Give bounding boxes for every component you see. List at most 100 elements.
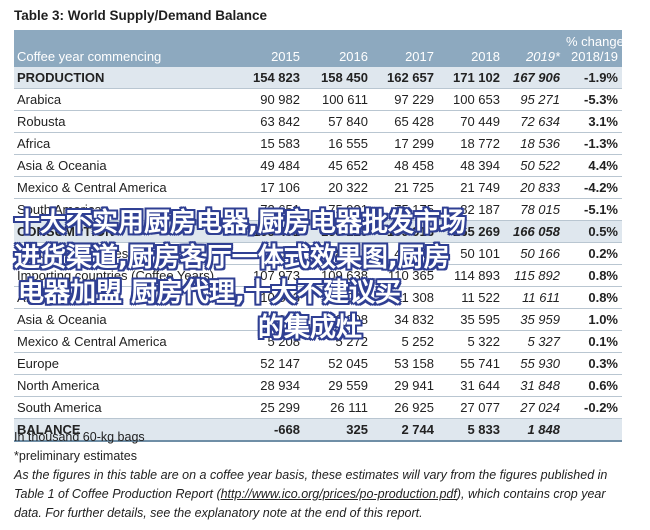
header-change-bottom: 2018/19 xyxy=(571,49,618,64)
cell-change: 0.1% xyxy=(566,330,622,353)
cell-value: 48 458 xyxy=(374,154,440,177)
cell-value: 26 111 xyxy=(306,396,374,419)
header-label: Coffee year commencing xyxy=(14,30,232,67)
cell-value: 29 941 xyxy=(374,374,440,397)
cell-value: 5 327 xyxy=(506,330,566,353)
cell-value: 55 741 xyxy=(440,352,506,375)
cell-value: 31 644 xyxy=(440,374,506,397)
cell-value: 52 147 xyxy=(232,352,306,375)
cell-value: 16 555 xyxy=(306,132,374,155)
cell-value: 48 518 xyxy=(232,242,306,265)
row-label: Asia & Oceania xyxy=(14,154,232,177)
cell-value: 50 101 xyxy=(440,242,506,265)
cell-value: 18 772 xyxy=(440,132,506,155)
cell-value: 78 015 xyxy=(506,198,566,221)
cell-value: 15 583 xyxy=(232,132,306,155)
table-row: South America 72 651 75 921 75 175 82 187 78 … xyxy=(14,198,622,221)
row-label: Exporting countries xyxy=(14,242,232,265)
cell-value: 97 229 xyxy=(374,88,440,111)
cell-change: 0.8% xyxy=(566,286,622,309)
cell-value: 5 272 xyxy=(306,330,374,353)
cell-value: 45 652 xyxy=(306,154,374,177)
table-row: Mexico & Central America 17 106 20 322 21 7… xyxy=(14,176,622,199)
cell-value: 165 269 xyxy=(440,220,506,243)
cell-value: 48 394 xyxy=(440,154,506,177)
header-year: 2018 xyxy=(440,30,506,67)
note-text: ), which contains crop year xyxy=(456,487,606,501)
cell-value: 49 548 xyxy=(374,242,440,265)
table-row: Mexico & Central America 5 208 5 272 5 252 5… xyxy=(14,330,622,353)
cell-change: 4.4% xyxy=(566,154,622,177)
explanatory-note-line-3: data. For further details, see the expla… xyxy=(14,506,423,520)
cell-value: 114 893 xyxy=(440,264,506,287)
cell-value: 49 484 xyxy=(232,154,306,177)
cell-value: 75 921 xyxy=(306,198,374,221)
report-link[interactable]: http://www.ico.org/prices/po-production.… xyxy=(220,487,457,501)
cell-value: 5 322 xyxy=(440,330,506,353)
row-label: South America xyxy=(14,396,232,419)
cell-value: 75 175 xyxy=(374,198,440,221)
table-row: Exporting countries 48 518 48 487 49 548 50 … xyxy=(14,242,622,265)
cell-value: 35 595 xyxy=(440,308,506,331)
cell-value: 48 487 xyxy=(306,242,374,265)
cell-value: 154 823 xyxy=(232,67,306,89)
cell-value: 70 449 xyxy=(440,110,506,133)
cell-value: 17 106 xyxy=(232,176,306,199)
cell-value: 109 638 xyxy=(306,264,374,287)
cell-value: 27 077 xyxy=(440,396,506,419)
cell-value: 167 906 xyxy=(506,67,566,89)
cell-value: 50 522 xyxy=(506,154,566,177)
cell-value: 63 842 xyxy=(232,110,306,133)
cell-value: 159 913 xyxy=(374,220,440,243)
cell-value: 20 322 xyxy=(306,176,374,199)
table-row: Europe 52 147 52 045 53 158 55 741 55 930 0.3% xyxy=(14,352,622,375)
cell-value: 29 559 xyxy=(306,374,374,397)
row-label: Robusta xyxy=(14,110,232,133)
cell-value: 158 450 xyxy=(306,67,374,89)
cell-change: 3.1% xyxy=(566,110,622,133)
table-row: CONSUMPTION 155 491 158 125 159 913 165 269 1… xyxy=(14,220,622,243)
header-year: 2017 xyxy=(374,30,440,67)
cell-value: 55 930 xyxy=(506,352,566,375)
cell-value: 65 428 xyxy=(374,110,440,133)
units-note: In thousand 60-kg bags xyxy=(14,430,145,444)
prelim-note: *preliminary estimates xyxy=(14,449,137,463)
row-label: Arabica xyxy=(14,88,232,111)
row-label: PRODUCTION xyxy=(14,67,232,89)
row-label: North America xyxy=(14,374,232,397)
cell-value: 82 187 xyxy=(440,198,506,221)
explanatory-note-line-1: As the figures in this table are on a co… xyxy=(14,468,608,482)
cell-value: 21 725 xyxy=(374,176,440,199)
cell-value: 21 749 xyxy=(440,176,506,199)
cell-value: 107 973 xyxy=(232,264,306,287)
cell-change: -1.9% xyxy=(566,67,622,89)
cell-value: 155 491 xyxy=(232,220,306,243)
header-change: % change 2018/19 xyxy=(566,30,624,67)
table-row: Africa 10 843 11 083 11 308 11 522 11 611 0.8% xyxy=(14,286,622,309)
cell-change: -5.3% xyxy=(566,88,622,111)
cell-change: -0.2% xyxy=(566,396,622,419)
cell-value: 11 308 xyxy=(374,286,440,309)
cell-value: 5 252 xyxy=(374,330,440,353)
cell-value: 325 xyxy=(306,418,374,442)
supply-demand-table: Coffee year commencing 2015 2016 2017 20… xyxy=(14,30,624,442)
explanatory-note-line-2: Table 1 of Coffee Production Report (htt… xyxy=(14,485,629,504)
table-row: Africa 15 583 16 555 17 299 18 772 18 536 -1.3… xyxy=(14,132,622,155)
row-label: Africa xyxy=(14,286,232,309)
row-label: CONSUMPTION xyxy=(14,220,232,243)
cell-change: 1.0% xyxy=(566,308,622,331)
table-row: Robusta 63 842 57 840 65 428 70 449 72 634 3.1… xyxy=(14,110,622,133)
cell-value: 35 959 xyxy=(506,308,566,331)
header-row: Coffee year commencing 2015 2016 2017 20… xyxy=(14,30,624,67)
note-text: Table 1 of Coffee Production Report ( xyxy=(14,487,221,501)
table-row: Importing countries (Coffee Years) 107 97… xyxy=(14,264,622,287)
cell-value: 162 657 xyxy=(374,67,440,89)
table-row: North America 28 934 29 559 29 941 31 644 31 … xyxy=(14,374,622,397)
header-year: 2015 xyxy=(232,30,306,67)
cell-value: 95 271 xyxy=(506,88,566,111)
table-notes: In thousand 60-kg bags *preliminary esti… xyxy=(14,428,629,523)
cell-change: 0.5% xyxy=(566,220,622,243)
cell-value: 171 102 xyxy=(440,67,506,89)
cell-value: -668 xyxy=(232,418,306,442)
cell-value: 34 832 xyxy=(374,308,440,331)
